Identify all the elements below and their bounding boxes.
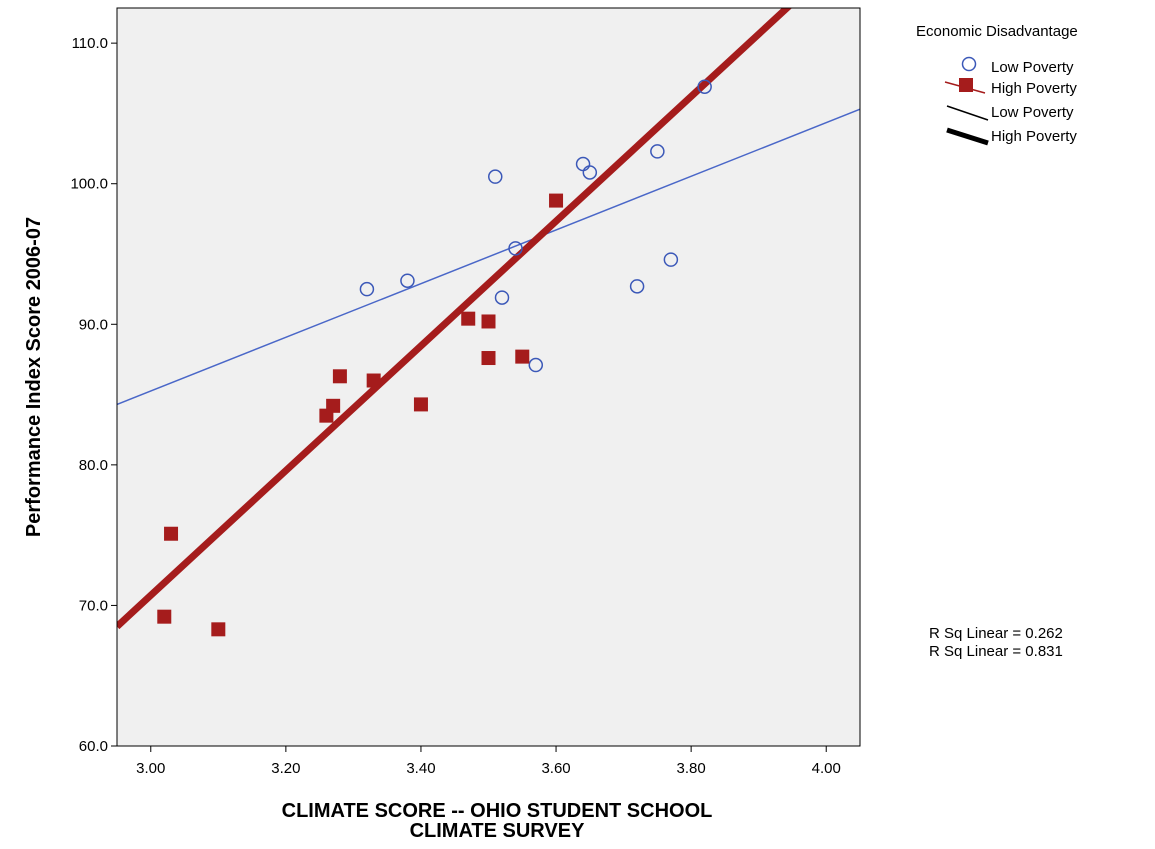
- point-high-poverty: [461, 311, 476, 326]
- point-high-poverty: [481, 314, 496, 329]
- x-axis-title-line-2: CLIMATE SURVEY: [410, 820, 585, 842]
- point-low-poverty: [663, 252, 679, 267]
- y-tick-label: 60.0: [79, 738, 108, 755]
- point-low-poverty: [650, 144, 665, 159]
- point-high-poverty: [211, 622, 226, 637]
- point-high-poverty: [326, 398, 341, 413]
- y-tick-label: 110.0: [72, 35, 108, 52]
- legend-label-high-poverty-marker: High Poverty: [991, 80, 1077, 97]
- x-tick-label: 3.60: [541, 760, 570, 777]
- legend-label-low-poverty-line: Low Poverty: [991, 104, 1074, 121]
- legend-circle-marker: [961, 56, 977, 72]
- point-high-poverty: [413, 397, 428, 412]
- point-high-poverty: [164, 526, 179, 541]
- y-tick-label: 100.0: [70, 176, 108, 193]
- y-axis-title: Performance Index Score 2006-07: [23, 217, 45, 537]
- point-low-poverty: [629, 279, 645, 294]
- legend-title: Economic Disadvantage: [916, 23, 1078, 40]
- point-low-poverty: [400, 273, 415, 288]
- point-low-poverty: [488, 169, 503, 184]
- fit-line-low-poverty: [117, 108, 860, 406]
- x-tick-label: 4.00: [812, 760, 841, 777]
- point-low-poverty: [494, 290, 510, 305]
- fit-line-high-poverty: [117, 8, 793, 630]
- point-low-poverty: [697, 79, 712, 94]
- point-low-poverty: [528, 357, 544, 373]
- point-high-poverty: [366, 373, 381, 388]
- r-sq-low-poverty: R Sq Linear = 0.262: [929, 625, 1063, 642]
- r-sq-high-poverty: R Sq Linear = 0.831: [929, 643, 1063, 660]
- point-low-poverty: [359, 281, 375, 297]
- point-high-poverty: [515, 349, 530, 364]
- x-tick-label: 3.00: [136, 760, 165, 777]
- legend-square-marker: [959, 78, 973, 92]
- y-tick-label: 70.0: [79, 597, 108, 614]
- plot-background: [117, 8, 860, 746]
- legend-thin-line: [946, 105, 989, 121]
- x-axis-title-line-1: CLIMATE SCORE -- OHIO STUDENT SCHOOL: [282, 800, 713, 822]
- y-tick-label: 80.0: [79, 457, 108, 474]
- legend-label-high-poverty-line: High Poverty: [991, 128, 1077, 145]
- legend-label-low-poverty-marker: Low Poverty: [991, 59, 1074, 76]
- x-tick-label: 3.20: [271, 760, 300, 777]
- x-tick-label: 3.80: [677, 760, 706, 777]
- x-tick-label: 3.40: [406, 760, 435, 777]
- legend-thick-line: [946, 127, 989, 146]
- point-high-poverty: [549, 193, 564, 208]
- point-high-poverty: [481, 351, 496, 366]
- legend: Economic Disadvantage Low Poverty High P…: [916, 23, 1078, 146]
- point-high-poverty: [157, 609, 172, 624]
- point-low-poverty: [508, 241, 523, 256]
- y-tick-label: 90.0: [79, 316, 108, 333]
- point-low-poverty: [582, 165, 598, 180]
- plot-frame: [116, 7, 861, 747]
- point-high-poverty: [332, 369, 347, 384]
